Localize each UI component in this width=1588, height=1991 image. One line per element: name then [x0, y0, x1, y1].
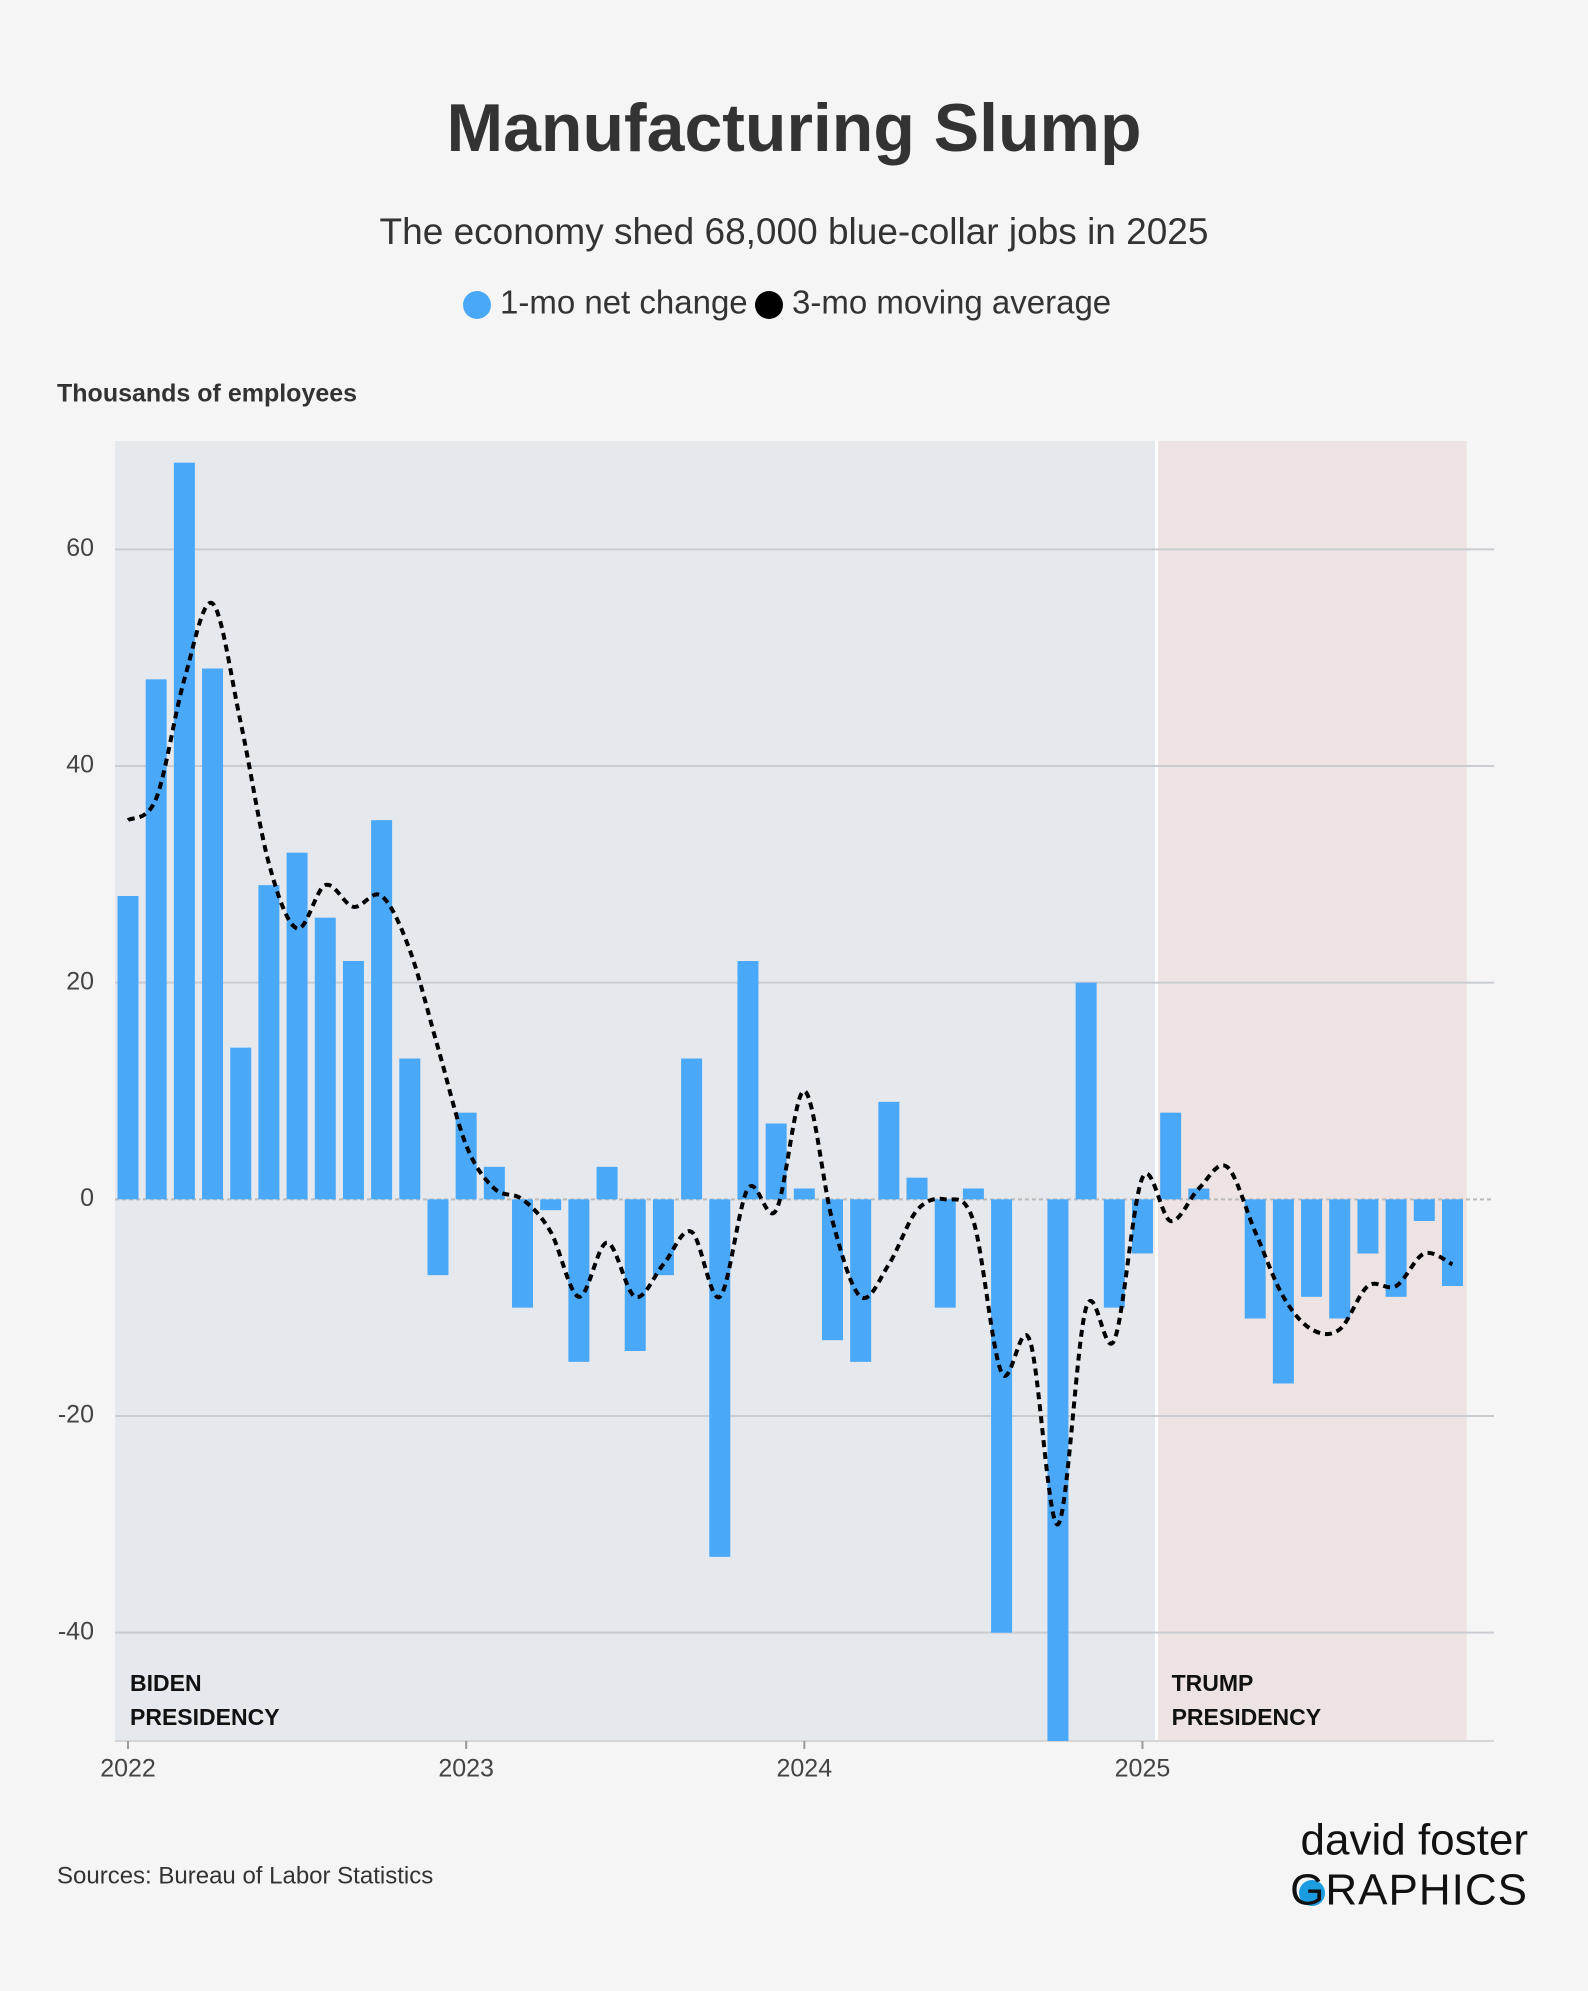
bar — [202, 668, 224, 1200]
bar — [399, 1058, 421, 1200]
x-tick-label: 2023 — [438, 1755, 494, 1783]
bar — [850, 1199, 872, 1362]
y-tick-label: 0 — [80, 1184, 94, 1212]
bar — [991, 1199, 1013, 1633]
chart-subtitle: The economy shed 68,000 blue-collar jobs… — [380, 211, 1209, 252]
source: Sources: Bureau of Labor Statistics — [57, 1862, 433, 1889]
x-tick-label: 2022 — [100, 1755, 156, 1783]
bar — [709, 1199, 731, 1557]
y-tick-label: -20 — [58, 1401, 94, 1429]
bar — [793, 1188, 815, 1200]
y-tick-label: 20 — [66, 967, 94, 995]
bar — [117, 896, 139, 1200]
bar — [1441, 1199, 1463, 1286]
bar — [596, 1166, 618, 1200]
legend-label: 3-mo moving average — [792, 284, 1111, 321]
legend-swatch — [463, 291, 491, 319]
bar — [568, 1199, 590, 1362]
bar — [906, 1177, 928, 1200]
bar — [286, 852, 308, 1200]
bar — [1385, 1199, 1407, 1297]
bar — [371, 820, 393, 1200]
bar — [512, 1199, 534, 1308]
x-tick-label: 2024 — [777, 1755, 833, 1783]
bar — [483, 1166, 505, 1200]
bar — [1103, 1199, 1125, 1308]
logo-mark — [1299, 1880, 1325, 1906]
bar — [1047, 1199, 1069, 1741]
bar — [342, 961, 364, 1200]
bar — [962, 1188, 984, 1200]
bar — [878, 1101, 900, 1200]
bar — [737, 961, 759, 1200]
legend-swatch — [755, 291, 783, 319]
bar — [1131, 1199, 1153, 1254]
bar — [540, 1199, 562, 1211]
bar — [624, 1199, 646, 1351]
bar — [1160, 1112, 1182, 1200]
y-tick-label: 40 — [66, 751, 94, 779]
bar — [173, 462, 195, 1200]
chart-title: Manufacturing Slump — [446, 90, 1141, 166]
bar — [681, 1058, 703, 1200]
region-label: BIDEN — [130, 1670, 202, 1696]
bar — [145, 679, 167, 1200]
bar — [427, 1199, 449, 1276]
bar — [765, 1123, 787, 1200]
x-tick-label: 2025 — [1115, 1755, 1171, 1783]
logo-line: david foster — [1301, 1816, 1528, 1865]
bar — [822, 1199, 843, 1341]
y-axis-title: Thousands of employees — [57, 380, 357, 408]
region-label: TRUMP — [1172, 1670, 1254, 1696]
bar — [1413, 1199, 1435, 1221]
y-tick-label: 60 — [66, 534, 94, 562]
bar — [230, 1047, 252, 1200]
bar — [455, 1112, 477, 1200]
bar — [258, 885, 280, 1200]
region-label: PRESIDENCY — [1172, 1704, 1322, 1730]
bar — [934, 1199, 956, 1308]
bar — [1357, 1199, 1379, 1254]
logo-line: GRAPHICS — [1290, 1866, 1528, 1915]
y-tick-label: -40 — [58, 1617, 94, 1645]
region-bg — [1156, 441, 1467, 1741]
legend-label: 1-mo net change — [500, 284, 748, 321]
bar — [1329, 1199, 1351, 1319]
bar — [314, 917, 336, 1200]
bar — [1244, 1199, 1266, 1319]
region-label: PRESIDENCY — [130, 1704, 280, 1730]
bar — [1272, 1199, 1294, 1384]
bar — [1075, 982, 1097, 1200]
bar — [1188, 1188, 1210, 1200]
moving-average-line — [126, 600, 1454, 1527]
bar — [1301, 1199, 1323, 1297]
